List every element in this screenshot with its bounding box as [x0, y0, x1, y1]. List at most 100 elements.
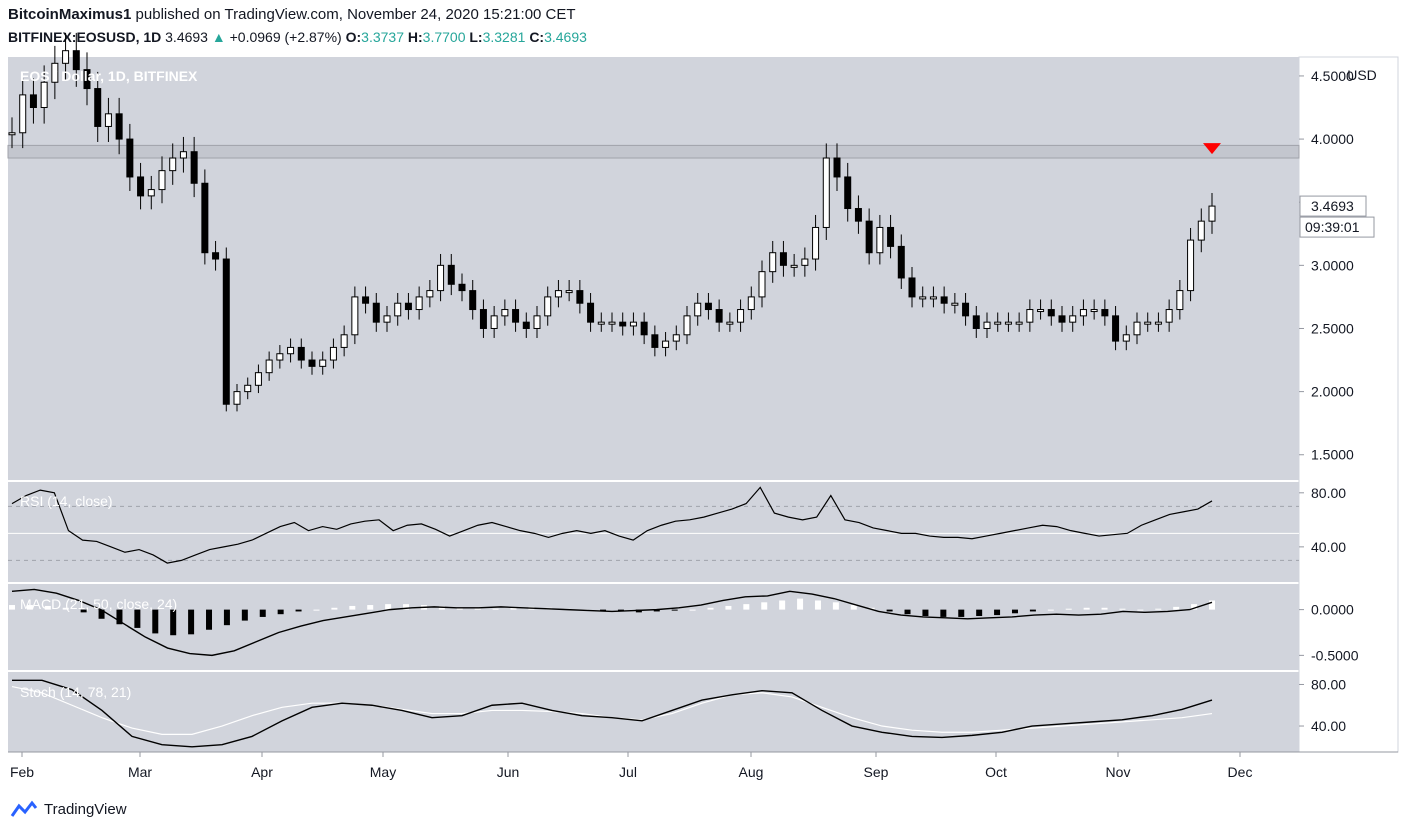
candle-body — [747, 296, 755, 311]
pane-1 — [8, 57, 1299, 480]
candle-body — [29, 94, 37, 109]
candle-body — [629, 321, 637, 327]
macd-histogram-bar — [295, 609, 302, 612]
candle-body — [533, 315, 541, 329]
stoch-y-tick-label: 40.00 — [1311, 718, 1346, 734]
candle-body — [404, 302, 412, 311]
macd-histogram-bar — [725, 605, 732, 610]
candle-body — [1187, 239, 1195, 292]
macd-y-tick-label: 0.0000 — [1311, 602, 1354, 618]
trading-chart[interactable]: Feb Mar Apr May Jun Jul Aug Sep Oct Nov Dec 1.5000 2… — [0, 0, 1409, 795]
candle-body — [1208, 205, 1216, 222]
x-tick-label: Jun — [497, 764, 520, 780]
candle-body — [458, 283, 466, 292]
macd-line — [11, 588, 1213, 657]
candle-body — [469, 290, 477, 311]
candle-body — [265, 359, 273, 374]
candle-body — [19, 94, 27, 134]
candle-body — [297, 346, 305, 361]
macd-histogram-bar — [349, 605, 356, 610]
macd-histogram-bar — [80, 609, 87, 613]
macd-histogram-bar — [797, 598, 804, 610]
candle-body — [812, 226, 820, 260]
macd-histogram-bar — [188, 609, 195, 635]
time-axis — [8, 752, 1398, 787]
candle-body — [1112, 315, 1120, 342]
candle-body — [501, 309, 509, 317]
author-name[interactable]: BitcoinMaximus1 — [8, 6, 132, 23]
candle-body — [779, 252, 787, 266]
candle-body — [619, 321, 627, 327]
candle-body — [329, 346, 337, 361]
macd-histogram-bar — [886, 609, 893, 612]
macd-histogram-bar — [779, 600, 786, 610]
candle-body — [1069, 315, 1077, 323]
candle-body — [104, 113, 112, 127]
candle-body — [929, 296, 937, 300]
macd-histogram-bar — [170, 609, 177, 636]
candle-body — [1133, 321, 1141, 336]
candle-body — [1165, 309, 1173, 323]
macd-histogram-bar — [44, 605, 51, 610]
open-value: 3.3737 — [361, 29, 404, 45]
candle-body — [908, 277, 916, 298]
candle-body — [672, 334, 680, 342]
macd-histogram-bar — [904, 609, 911, 615]
candle-body — [919, 296, 927, 300]
price-pane-title: EOS / Dollar, 1D, BITFINEX — [20, 68, 198, 84]
candle-body — [158, 170, 166, 191]
candle-body — [704, 302, 712, 311]
macd-histogram-bar — [1101, 607, 1108, 610]
candle-body — [1058, 315, 1066, 323]
x-tick-label: Oct — [985, 764, 1007, 780]
macd-histogram-bar — [1173, 606, 1180, 610]
candle-body — [319, 359, 327, 367]
candle-body — [940, 296, 948, 304]
macd-histogram-bar — [1137, 609, 1144, 611]
macd-histogram-bar — [385, 604, 392, 610]
candle-body — [137, 176, 145, 197]
candle-body — [887, 226, 895, 247]
candle-body — [372, 302, 380, 323]
rsi-title: RSI (14, close) — [20, 493, 113, 509]
macd-histogram-bar — [510, 607, 517, 610]
candle-body — [854, 208, 862, 222]
candle-body — [8, 132, 16, 136]
macd-histogram-bar — [241, 609, 248, 621]
candle-body — [897, 245, 905, 279]
candle-body — [662, 340, 670, 348]
macd-histogram-bar — [223, 609, 230, 626]
x-tick-label: May — [370, 764, 396, 780]
macd-histogram-bar — [1029, 609, 1036, 612]
candle-body — [51, 62, 59, 83]
candle-body — [565, 290, 573, 294]
candle-body — [876, 226, 884, 254]
macd-histogram-bar — [474, 608, 481, 610]
candle-body — [737, 309, 745, 323]
candle-body — [147, 189, 155, 197]
candle-body — [1026, 309, 1034, 323]
candle-body — [683, 315, 691, 336]
up-triangle-icon: ▲ — [211, 29, 226, 45]
candle-body — [726, 321, 734, 325]
rsi-line — [11, 486, 1213, 564]
candle-body — [1079, 309, 1087, 317]
macd-histogram-bar — [653, 609, 660, 612]
macd-histogram-bar — [367, 605, 374, 610]
last-price-label: 3.4693 — [1311, 198, 1354, 214]
candle-body — [447, 264, 455, 285]
macd-histogram-bar — [1119, 608, 1126, 610]
candle-body — [1037, 309, 1045, 313]
candle-body — [972, 315, 980, 329]
candle-body — [83, 69, 91, 90]
tradingview-logo[interactable]: TradingView — [10, 800, 127, 818]
candle-body — [983, 321, 991, 329]
candle-body — [437, 264, 445, 292]
candle-body — [651, 334, 659, 348]
candle-body — [822, 157, 830, 228]
candle-body — [115, 113, 123, 140]
stoch-title: Stoch (14, 78, 21) — [20, 684, 131, 700]
candle-body — [1154, 321, 1162, 325]
last-price: 3.4693 — [165, 29, 208, 45]
candle-body — [190, 151, 198, 184]
